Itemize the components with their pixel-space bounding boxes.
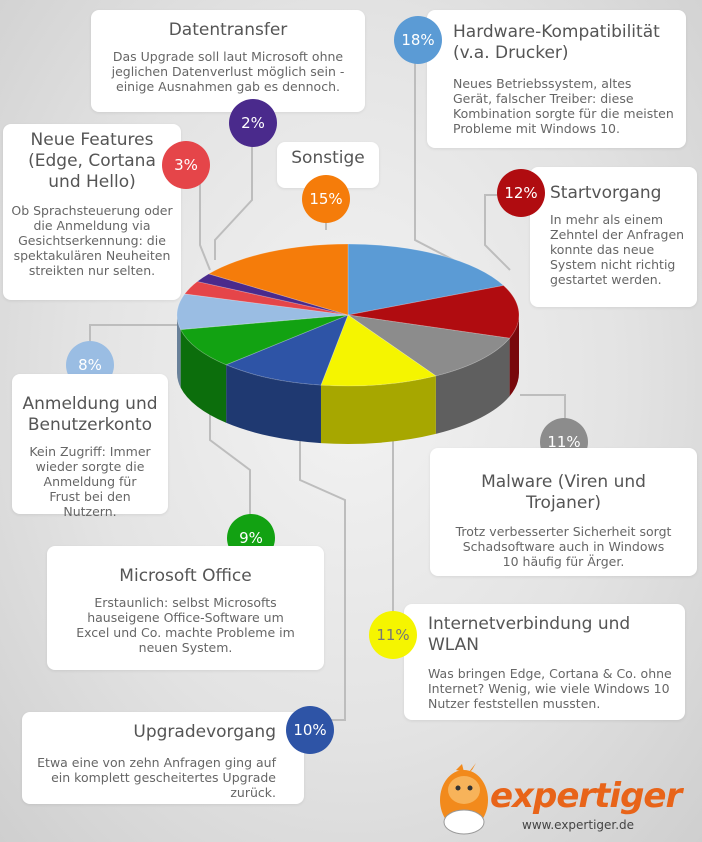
leader-line [89,324,178,345]
card-office: Microsoft Office Erstaunlich: selbst Mic… [47,546,324,670]
card-text: Das Upgrade soll laut Microsoft ohne jeg… [111,49,345,94]
pie-side-4 [226,364,321,444]
card-sonstige: Sonstige [277,142,379,188]
tiger-mascot-icon [440,763,488,835]
badge-datentransfer: 2% [229,99,277,147]
card-internet: Internetverbindung und WLAN Was bringen … [404,604,685,720]
card-title: Anmeldung und Benutzerkonto [22,394,158,435]
card-title: Sonstige [291,148,365,168]
pie-slice-2 [347,314,511,377]
card-title: Microsoft Office [119,566,252,586]
card-text: Ob Sprachsteuerung oder die Anmeldung vi… [11,203,173,278]
card-title: Datentransfer [168,20,288,40]
badge-internet: 11% [369,611,417,659]
card-text: Kein Zugriff: Immer wieder sorgte die An… [29,444,151,519]
pie-side-6 [177,315,181,388]
pie-slice-6 [176,293,349,330]
card-startvorgang: Startvorgang In mehr als einem Zehntel d… [530,167,697,307]
card-title: Startvorgang [550,183,662,203]
pie-side-3 [320,375,436,444]
pie-slice-5 [180,314,349,366]
pie-side-1 [509,315,519,397]
card-datentransfer: Datentransfer Das Upgrade soll laut Micr… [91,10,365,112]
card-text: Trotz verbesserter Sicherheit sorgt Scha… [455,524,672,569]
leader-line [209,400,251,535]
pie-slice-3 [320,314,437,387]
brand-logo-text: expertiger [490,776,682,816]
pie-slice-0 [347,243,505,316]
card-text: Etwa eine von zehn Anfragen ging auf ein… [37,755,276,800]
card-text: Was bringen Edge, Cortana & Co. ohne Int… [428,666,672,711]
pie-slice-8 [196,273,349,316]
card-title: Upgradevorgang [133,722,276,742]
badge-neue-features: 3% [162,141,210,189]
badge-sonstige: 15% [302,175,350,223]
pie-slice-9 [207,243,349,316]
card-title: Neue Features (Edge, Cortana und Hello) [28,130,156,192]
badge-upgrade: 10% [286,706,334,754]
card-title: Malware (Viren und Trojaner) [481,472,646,513]
card-neue-features: Neue Features (Edge, Cortana und Hello) … [3,124,181,300]
badge-hardware: 18% [394,16,442,64]
card-text: In mehr als einem Zehntel der Anfragen k… [550,212,685,287]
leader-line [214,130,253,260]
card-text: Neues Betriebssystem, altes Gerät, falsc… [453,76,674,136]
pie-slice-1 [347,285,520,339]
pie-side-2 [435,338,510,434]
card-title: Hardware-Kompatibilität (v.a. Drucker) [453,22,660,63]
card-text: Erstaunlich: selbst Microsofts hauseigen… [76,595,295,655]
card-malware: Malware (Viren und Trojaner) Trotz verbe… [430,448,697,576]
card-title: Internetverbindung und WLAN [428,614,631,655]
footer-url: www.expertiger.de [522,818,635,832]
card-upgrade: Upgradevorgang Etwa eine von zehn Anfrag… [22,712,304,804]
pie-side-5 [180,329,227,423]
card-anmeldung: Anmeldung und Benutzerkonto Kein Zugriff… [12,374,168,519]
leader-line [484,194,511,271]
pie-slice-7 [183,281,349,316]
card-hardware: Hardware-Kompatibilität (v.a. Drucker) N… [427,10,686,148]
badge-startvorgang: 12% [497,169,545,217]
leader-line [520,394,566,418]
pie-slice-4 [225,314,349,386]
